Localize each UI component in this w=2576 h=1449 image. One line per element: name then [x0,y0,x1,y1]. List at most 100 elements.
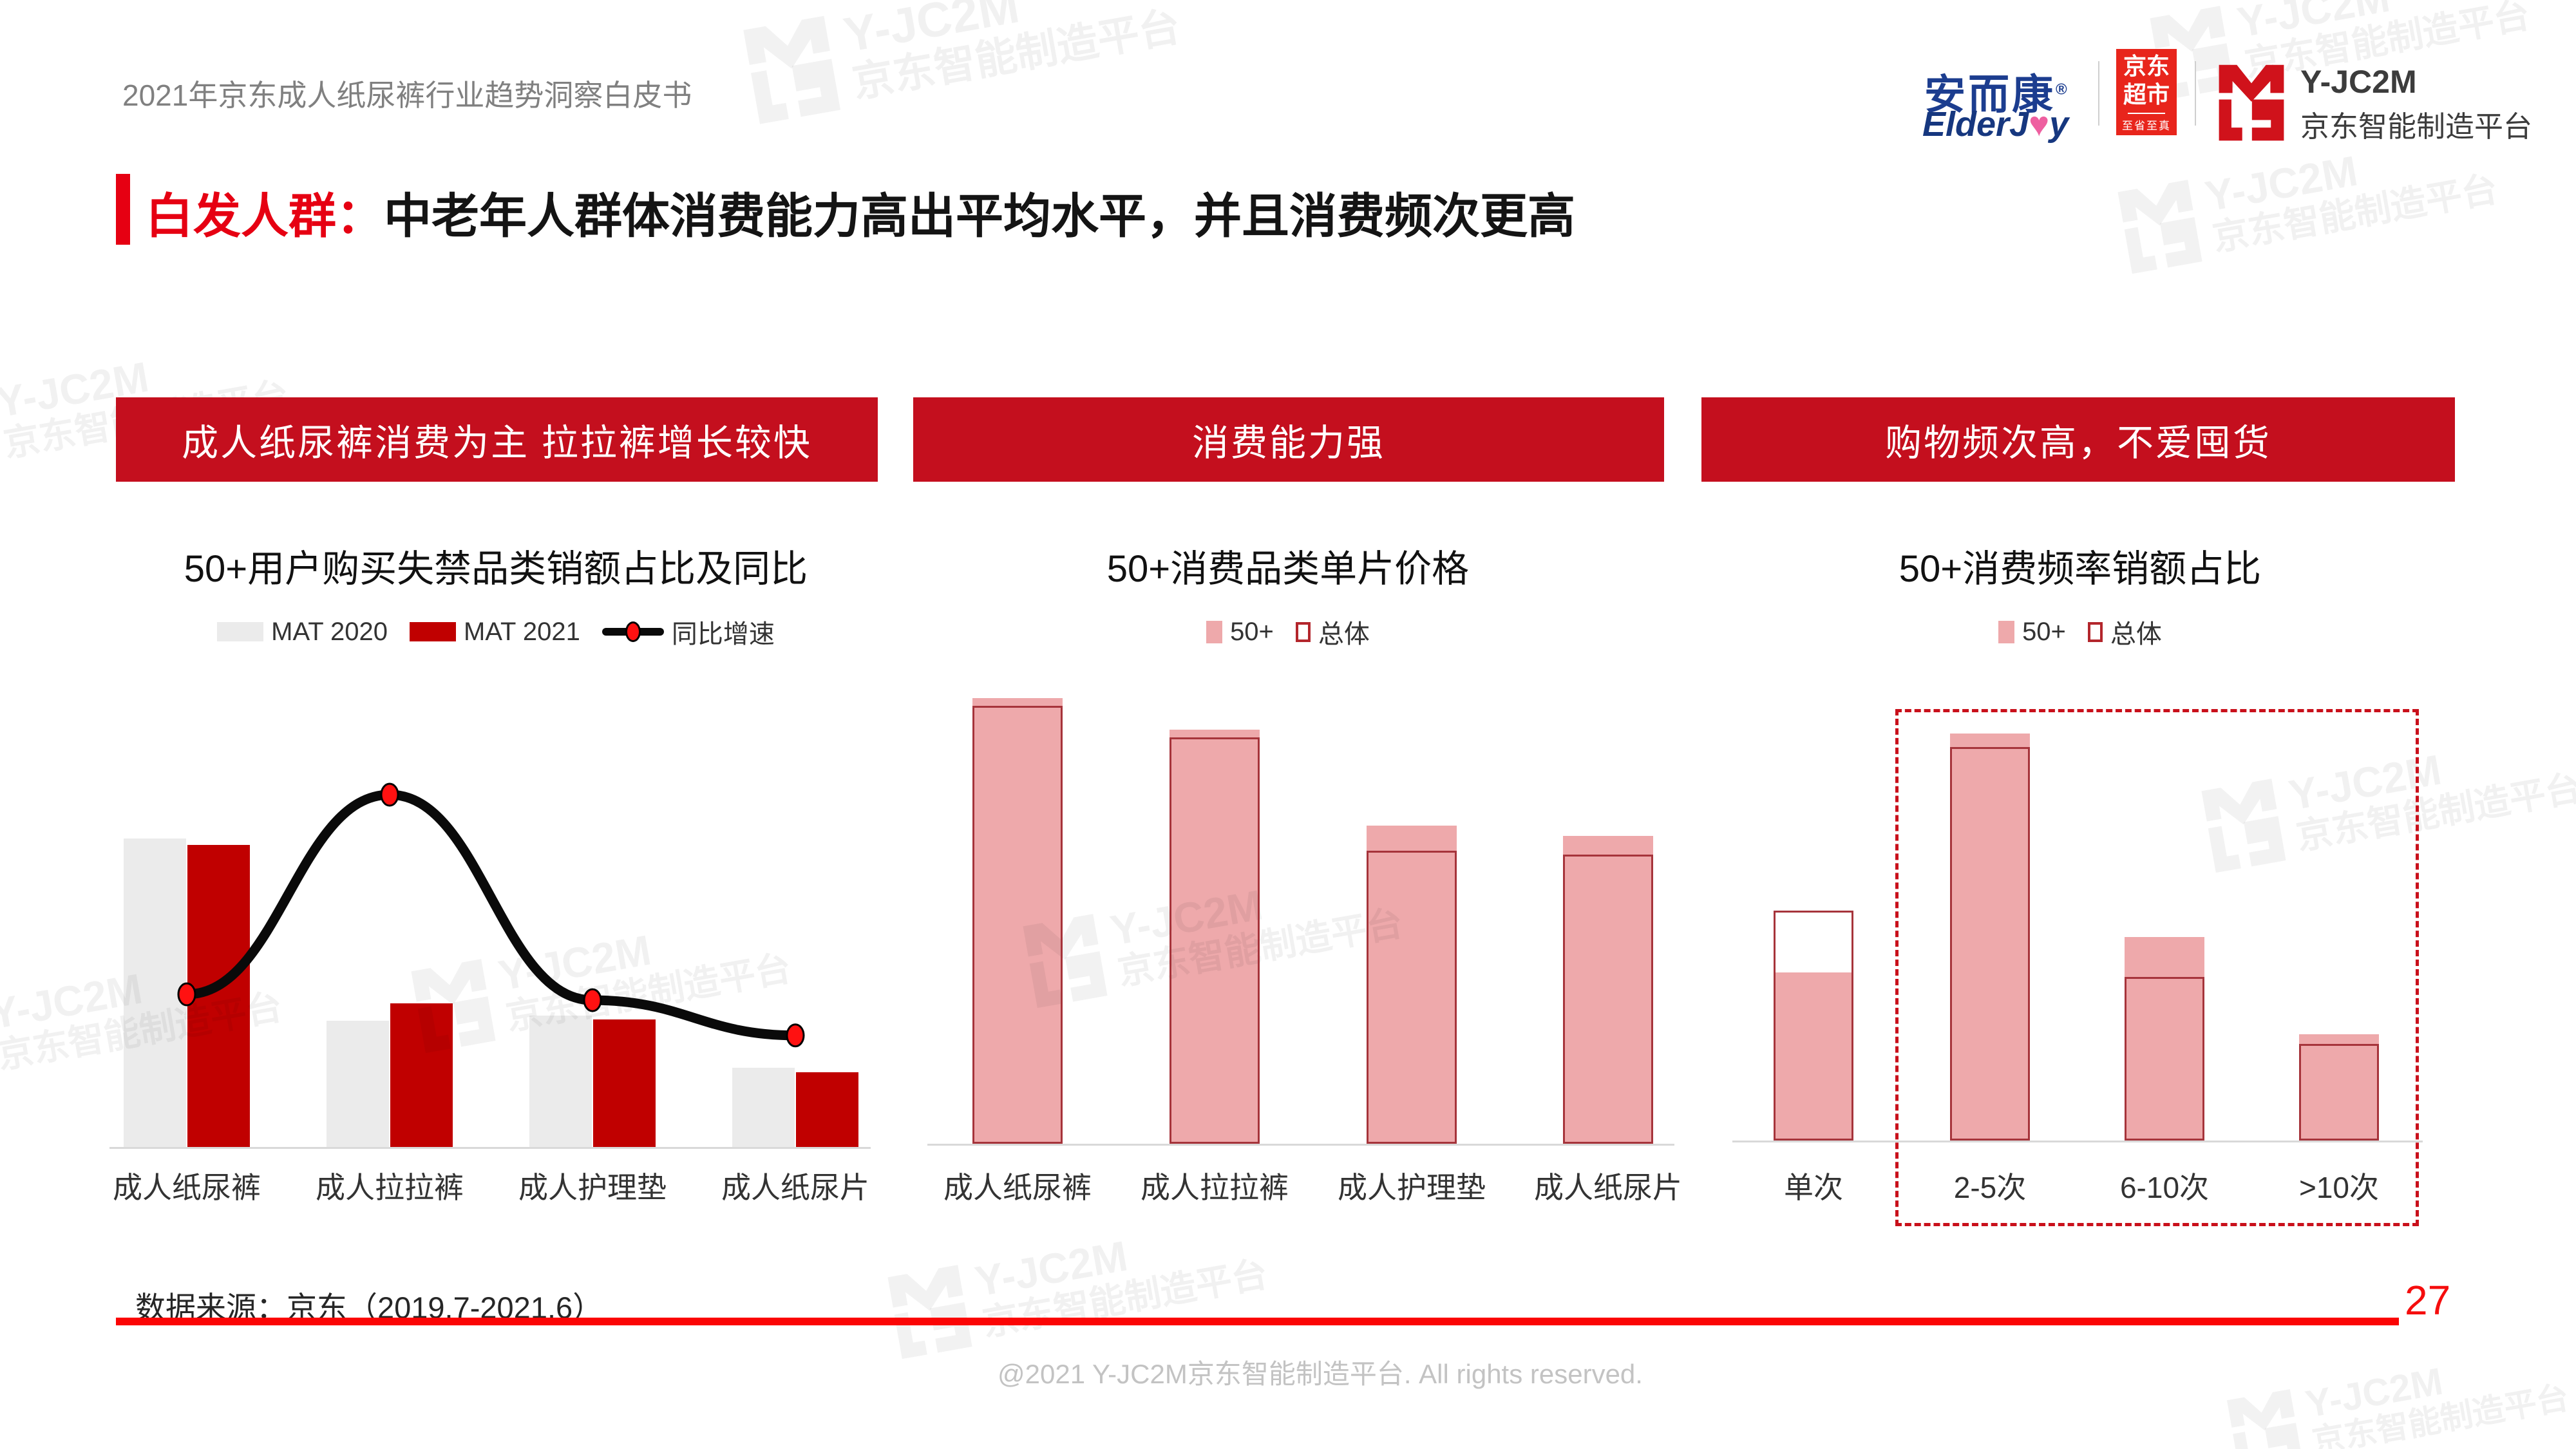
heart-icon: ♥ [2029,105,2050,144]
x-axis-label: 6-10次 [2119,1171,2210,1204]
legend-label: 50+ [2022,617,2066,646]
document-title: 2021年京东成人纸尿裤行业趋势洞察白皮书 [122,79,692,112]
legend-item-overall: 总体 [2087,613,2162,650]
bar-mat2020 [124,838,186,1147]
line-marker-icon [601,621,664,643]
jd-logo-line1: 京东 [2123,52,2170,79]
page-number: 27 [2405,1277,2451,1323]
elderjoy-cn-text: 安而康 [1924,71,2056,118]
legend-item-overall: 总体 [1295,613,1370,650]
bar-50plus [1170,730,1260,1144]
bar-overall [1774,910,1853,1141]
jc2m-platform-text: 京东智能制造平台 [2300,110,2533,143]
bar-50plus [1563,835,1653,1144]
legend-item-mat2021: MAT 2021 [410,618,580,647]
bar-mat2020 [732,1067,795,1147]
watermark-logo-icon [743,15,841,124]
jd-logo-line2: 超市 [2123,80,2170,108]
footer-rule [116,1318,2399,1325]
bar-overall [2299,1044,2379,1141]
watermark-logo-icon [2226,1389,2303,1449]
bar-mat2021 [187,845,250,1147]
title-accent-bar [116,174,130,245]
legend-label: 总体 [2110,620,2162,649]
elderjoy-logo-cn: 安而康® [1924,62,2070,121]
pink-swatch-icon [1998,620,2015,643]
legend-item-50plus: 50+ [1206,618,1274,647]
chart2-title: 50+消费品类单片价格 [1106,548,1470,590]
banner-frequency: 购物频次高，不爱囤货 [1701,397,2455,482]
bar-overall [1170,737,1260,1144]
legend-label: 总体 [1318,620,1370,649]
chart2-legend: 50+ 总体 [902,613,1674,650]
x-axis [1732,1141,2423,1142]
x-axis-label: 成人纸尿片 [721,1171,869,1204]
jd-logo-slogan: 至省至真 [2122,119,2171,132]
x-axis [109,1147,871,1149]
x-axis-label: 成人纸尿片 [1534,1171,1682,1204]
red-swatch-icon [410,622,456,641]
bar-overall [1950,746,2030,1141]
x-axis-label: 单次 [1784,1171,1843,1204]
copyright-note: @2021 Y-JC2M京东智能制造平台. All rights reserve… [998,1359,1643,1389]
watermark-logo-icon [2117,180,2202,274]
bar-50plus [1367,825,1457,1144]
bar-50plus [972,698,1063,1144]
elderjoy-en-text-2: y [2049,105,2069,144]
gray-swatch-icon [217,622,264,641]
x-axis-label: 成人纸尿裤 [943,1171,1092,1204]
legend-label: MAT 2020 [271,617,388,646]
bar-mat2021 [390,1003,453,1147]
legend-label: 50+ [1230,617,1274,646]
bar-50plus [2299,1034,2379,1141]
outline-swatch-icon [2087,621,2103,642]
bar-50plus [1774,972,1853,1141]
x-axis-label: 成人拉拉裤 [1141,1171,1289,1204]
bar-50plus [2125,936,2204,1141]
bar-overall [2125,976,2204,1141]
bar-mat2020 [529,1015,592,1147]
jc2m-brand-text: Y-JC2M [2300,64,2417,100]
jc2m-logo-icon [2219,64,2284,141]
chart3-title: 50+消费频率销额占比 [1899,548,2262,590]
watermark-logo-icon [887,1265,972,1359]
elderjoy-logo-en: ElderJ♥y [1922,104,2069,144]
legend-label: 同比增速 [671,620,775,649]
outline-swatch-icon [1295,621,1311,642]
page-title-highlight: 白发人群： [146,189,384,243]
chart1-legend: MAT 2020 MAT 2021 同比增速 [109,613,882,650]
bar-mat2020 [327,1020,389,1147]
bar-mat2021 [796,1072,858,1147]
bar-overall [1367,851,1457,1144]
x-axis-label: 成人护理垫 [1338,1171,1486,1204]
bar-overall [972,705,1063,1144]
chart1-title: 50+用户购买失禁品类销额占比及同比 [184,548,808,590]
x-axis-label: 成人拉拉裤 [316,1171,464,1204]
x-axis-label: 成人纸尿裤 [113,1171,261,1204]
jd-logo-divider [2128,112,2165,114]
legend-item-growth: 同比增速 [601,613,775,650]
legend-item-50plus: 50+ [1998,618,2066,647]
banner-category: 成人纸尿裤消费为主 拉拉裤增长较快 [116,397,878,482]
bar-50plus [1950,733,2030,1141]
elderjoy-en-text: ElderJ [1922,105,2029,144]
x-axis [927,1144,1674,1146]
registered-mark: ® [2056,80,2070,99]
banner-spending-power: 消费能力强 [913,397,1664,482]
page-title-rest: 中老年人群体消费能力高出平均水平，并且消费频次更高 [384,189,1575,243]
legend-item-mat2020: MAT 2020 [217,618,388,647]
logo-divider [2195,61,2196,126]
highlight-dashed-box [1895,709,2419,1226]
logo-divider [2098,61,2099,126]
x-axis-label: >10次 [2298,1171,2380,1204]
x-axis-label: 成人护理垫 [518,1171,667,1204]
legend-label: MAT 2021 [464,617,580,646]
chart3-legend: 50+ 总体 [1694,613,2467,650]
x-axis-label: 2-5次 [1953,1171,2027,1204]
page-title: 白发人群：中老年人群体消费能力高出平均水平，并且消费频次更高 [146,178,1575,247]
jd-supermarket-logo: 京东 超市 至省至真 [2116,49,2177,135]
